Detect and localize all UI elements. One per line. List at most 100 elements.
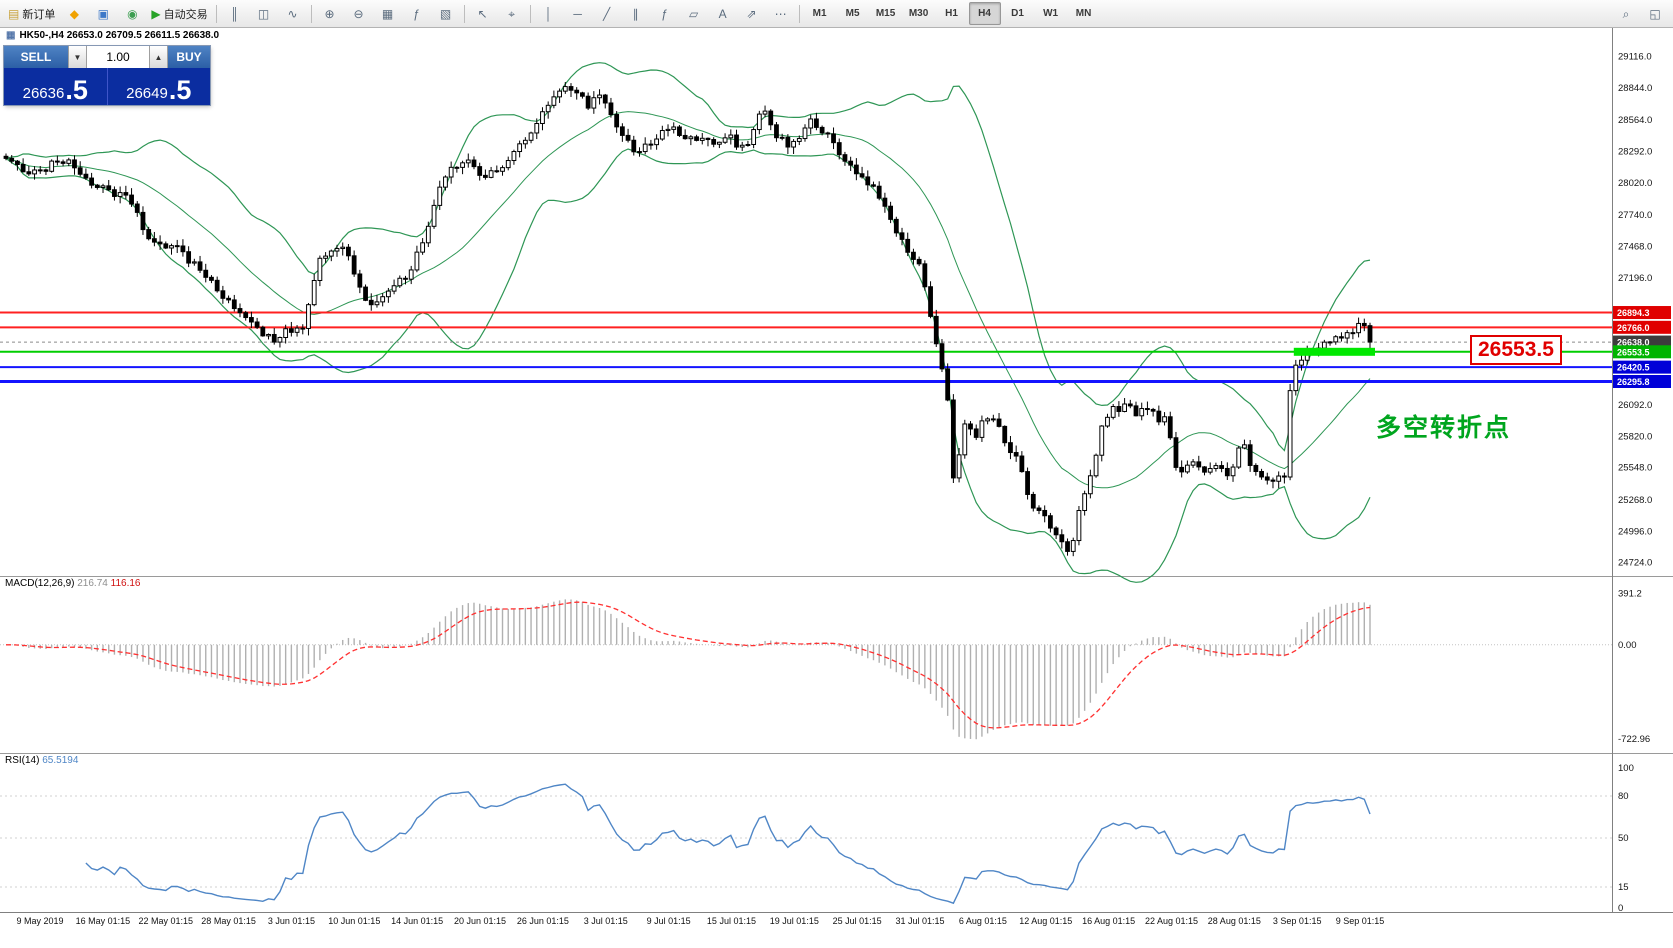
rsi-title: RSI(14) (5, 755, 40, 766)
monitor-icon: ▣ (97, 6, 110, 21)
autotrading-button-label: 自动交易 (163, 8, 208, 21)
crosshair-button[interactable]: ⌖ (498, 2, 526, 25)
timeframe-h1-button[interactable]: H1 (936, 2, 968, 25)
buy-price-main: 26649 (126, 85, 168, 102)
date-label: 16 May 01:15 (75, 916, 131, 926)
timeframe-mn-button[interactable]: MN (1068, 2, 1100, 25)
rsi-indicator-label: RSI(14) 65.5194 (5, 755, 78, 766)
community-button[interactable]: ◉ (118, 2, 146, 25)
metaquotes-market-button[interactable]: ◆ (60, 2, 88, 25)
volume-stepper[interactable]: ▲ (149, 46, 168, 68)
templates-button[interactable]: ▧ (432, 2, 460, 25)
svg-text:27196.0: 27196.0 (1618, 273, 1652, 284)
globe-icon: ◉ (127, 6, 138, 21)
svg-text:0.00: 0.00 (1618, 640, 1637, 651)
indicators-button[interactable]: ƒ (403, 2, 431, 25)
toolbar-separator (310, 4, 312, 23)
timeframe-m1-button[interactable]: M1 (804, 2, 836, 25)
date-label: 15 Jul 01:15 (706, 916, 756, 926)
line-chart-button[interactable]: ∿ (279, 2, 307, 25)
text-label-button[interactable]: A (709, 2, 737, 25)
fibonacci-button[interactable]: ƒ (651, 2, 679, 25)
template-icon: ▧ (439, 6, 452, 21)
candlestick-chart-button[interactable]: ◫ (250, 2, 278, 25)
horizontal-line-button[interactable]: ─ (564, 2, 592, 25)
more-objects-button[interactable]: ⋯ (767, 2, 795, 25)
date-label: 6 Aug 01:15 (958, 916, 1007, 926)
new-order-button[interactable]: ▤ 新订单 (4, 2, 59, 25)
date-label: 3 Sep 01:15 (1272, 916, 1322, 926)
zoom-out-icon: ⊖ (353, 6, 364, 21)
date-axis[interactable]: 9 May 2019 16 May 01:15 22 May 01:15 28 May… (0, 913, 1612, 935)
trendline-button[interactable]: ╱ (593, 2, 621, 25)
volume-input[interactable]: 1.00 (87, 46, 149, 68)
svg-text:391.2: 391.2 (1618, 589, 1642, 600)
toolbar-separator (529, 4, 531, 23)
sell-price[interactable]: 26636.5 (4, 68, 107, 105)
cursor-button[interactable]: ↖ (469, 2, 497, 25)
date-label: 26 Jun 01:15 (516, 916, 569, 926)
svg-text:26420.5: 26420.5 (1617, 363, 1650, 373)
sell-price-main: 26636 (22, 85, 65, 102)
date-label: 3 Jun 01:15 (267, 916, 315, 926)
zoom-in-icon: ⊕ (324, 6, 335, 21)
zoom-in-button[interactable]: ⊕ (316, 2, 344, 25)
ellipsis-icon: ⋯ (774, 6, 787, 21)
sell-button[interactable]: SELL (4, 46, 68, 68)
tile-windows-button[interactable]: ▦ (374, 2, 402, 25)
buy-price[interactable]: 26649.5 (106, 68, 211, 105)
date-label: 9 Jul 01:15 (646, 916, 691, 926)
text-icon: A (718, 6, 727, 21)
timeframe-m30-button[interactable]: M30 (903, 2, 935, 25)
timeframe-m15-button-label: M15 (875, 8, 896, 19)
bar-chart-button[interactable]: ║ (221, 2, 249, 25)
timeframe-m5-button[interactable]: M5 (837, 2, 869, 25)
svg-text:100: 100 (1618, 763, 1634, 774)
svg-text:0: 0 (1618, 903, 1623, 914)
svg-text:27468.0: 27468.0 (1618, 241, 1652, 252)
symbol-search-button[interactable]: ⌕ (1612, 2, 1640, 25)
search-icon: ⌕ (1622, 6, 1630, 21)
svg-text:80: 80 (1618, 791, 1629, 802)
svg-text:50: 50 (1618, 833, 1629, 844)
svg-text:25820.0: 25820.0 (1618, 431, 1652, 442)
function-icon: ƒ (413, 6, 420, 21)
buy-button[interactable]: BUY (168, 46, 210, 68)
arrows-button[interactable]: ⇗ (738, 2, 766, 25)
date-label: 9 May 2019 (16, 916, 64, 926)
volume-dropdown[interactable]: ▼ (68, 46, 87, 68)
play-icon: ▶ (151, 6, 161, 21)
zoom-out-button[interactable]: ⊖ (345, 2, 373, 25)
svg-text:28020.0: 28020.0 (1618, 178, 1652, 189)
svg-text:27740.0: 27740.0 (1618, 210, 1652, 221)
new-order-button-label: 新订单 (22, 8, 56, 21)
toolbar-separator (463, 4, 465, 23)
equidistant-channel-button[interactable]: ∥ (622, 2, 650, 25)
window-list-button[interactable]: ◱ (1641, 2, 1669, 25)
timeframe-h4-button-label: H4 (978, 8, 991, 19)
timeframe-d1-button[interactable]: D1 (1002, 2, 1034, 25)
date-label: 25 Jul 01:15 (832, 916, 882, 926)
timeframe-w1-button[interactable]: W1 (1035, 2, 1067, 25)
autotrading-button[interactable]: ▶ 自动交易 (147, 2, 211, 25)
vertical-line-button[interactable]: │ (535, 2, 563, 25)
svg-text:26553.5: 26553.5 (1617, 347, 1650, 357)
toolbar-separator (798, 4, 800, 23)
date-label: 10 Jun 01:15 (328, 916, 381, 926)
date-label: 22 Aug 01:15 (1144, 916, 1198, 926)
candles-icon: ◫ (257, 6, 270, 21)
data-window-button[interactable]: ▣ (89, 2, 117, 25)
timeframe-h4-button[interactable]: H4 (968, 2, 1001, 25)
buy-price-frac: .5 (168, 74, 192, 105)
crosshair-icon: ⌖ (508, 6, 515, 21)
line-icon: ∿ (287, 6, 298, 21)
timeframe-m15-button[interactable]: M15 (870, 2, 902, 25)
svg-text:24996.0: 24996.0 (1618, 526, 1652, 537)
key-level-callout: 26553.5 (1470, 335, 1562, 365)
sell-price-frac: .5 (65, 74, 88, 105)
timeframe-w1-button-label: W1 (1043, 8, 1059, 19)
svg-text:28564.0: 28564.0 (1618, 115, 1652, 126)
date-label: 31 Jul 01:15 (895, 916, 945, 926)
shapes-button[interactable]: ▱ (680, 2, 708, 25)
